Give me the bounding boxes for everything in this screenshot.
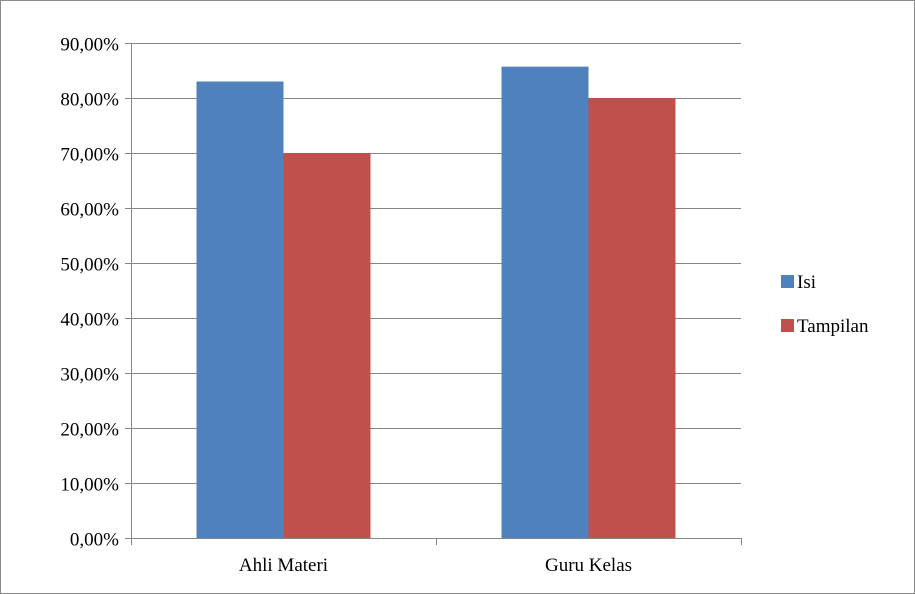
y-tick-label: 80,00% [60,90,119,111]
legend-label-tampilan: Tampilan [797,316,869,337]
y-tick-label: 50,00% [60,255,119,276]
legend: Isi Tampilan [781,272,869,337]
y-tick-label: 20,00% [60,420,119,441]
bar-isi-ahli-materi [196,81,284,538]
x-axis-category-labels: Ahli Materi Guru Kelas [239,555,632,576]
y-tick-label: 0,00% [70,530,119,551]
y-tick-label: 10,00% [60,475,119,496]
x-category-label: Guru Kelas [545,555,632,576]
y-tick-label: 60,00% [60,200,119,221]
legend-label-isi: Isi [797,272,816,293]
legend-swatch-tampilan [781,319,794,332]
bar-tampilan-guru-kelas [588,98,676,538]
bars [196,66,676,539]
y-axis-tick-labels: 0,00% 10,00% 20,00% 30,00% 40,00% 50,00% 60,00… [60,35,119,551]
x-category-label: Ahli Materi [239,555,328,576]
y-tick-label: 70,00% [60,145,119,166]
y-tick-label: 30,00% [60,365,119,386]
y-tick-label: 90,00% [60,35,119,56]
bar-isi-guru-kelas [501,66,589,539]
y-tick-label: 40,00% [60,310,119,331]
legend-swatch-isi [781,275,794,288]
axes [125,43,742,545]
bar-tampilan-ahli-materi [283,153,371,538]
